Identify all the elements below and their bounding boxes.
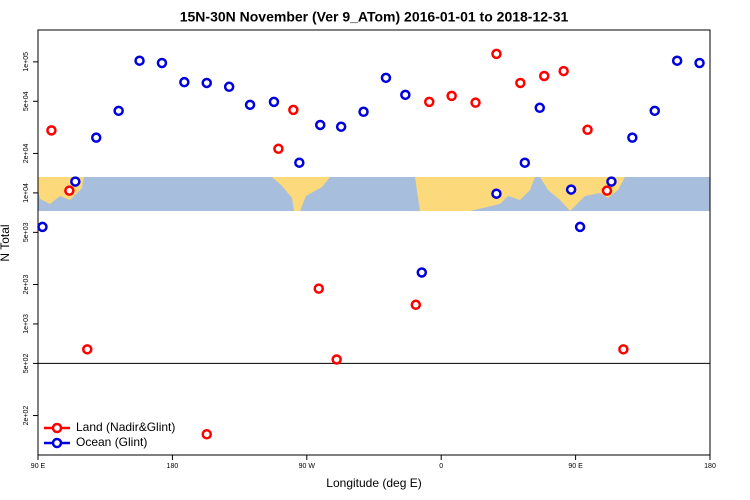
legend-label: Land (Nadir&Glint) [76,420,175,434]
data-point [273,143,284,155]
data-point [294,157,305,168]
data-point [446,90,457,102]
data-point [416,267,428,278]
y-tick-label: 2e+02 [23,406,30,426]
legend-marker [51,422,63,434]
data-point [314,119,326,131]
chart-title: 15N-30N November (Ver 9_ATom) 2016-01-01… [180,9,569,25]
legend-label: Ocean (Glint) [76,435,147,449]
data-point [134,55,145,66]
data-point [82,344,93,355]
legend-marker [51,437,63,449]
data-point [470,97,481,108]
data-point [618,344,629,355]
x-tick-label: 180 [704,463,716,470]
x-tick-label: 180 [167,463,179,470]
map-strip [38,177,710,211]
data-point [201,428,212,440]
x-tick-label: 90 W [299,463,316,470]
data-point [491,48,502,60]
data-point [582,124,593,136]
data-point [179,76,190,88]
data-point [424,96,435,108]
x-tick-label: 0 [439,463,443,470]
y-axis-label: N Total [0,224,12,261]
data-point [113,105,124,117]
data-point [574,221,586,233]
y-tick-label: 1e+03 [23,314,30,334]
data-point [671,55,683,66]
data-point [313,283,324,294]
data-point [64,185,75,196]
data-point [694,57,705,69]
data-point [400,89,411,101]
data-point [649,105,660,117]
data-point [201,77,212,89]
data-point [380,72,392,84]
data-point [90,132,102,143]
data-point [268,96,280,108]
x-tick-label: 90 E [568,463,583,470]
data-point [46,125,57,136]
data-point [515,77,526,89]
data-point [288,104,299,116]
data-point [223,81,235,93]
plot-frame [37,29,711,456]
data-point [606,176,617,187]
data-point [331,354,342,365]
data-point [335,121,347,132]
data-point [627,132,638,143]
y-tick-label: 1e+04 [23,183,30,203]
data-point [70,176,81,187]
y-tick-label: 5e+04 [23,91,30,111]
data-point [519,157,531,168]
data-point [358,106,369,118]
data-point [601,185,613,196]
data-point [491,188,502,199]
data-point [244,99,256,111]
data-point [37,221,48,233]
y-tick-label: 2e+04 [23,144,30,164]
y-tick-label: 5e+03 [23,222,30,242]
x-tick-label: 90 E [31,463,46,470]
data-point [565,184,577,195]
data-point [538,70,550,82]
data-point [410,299,422,311]
data-point [156,57,168,69]
x-axis-label: Longitude (deg E) [326,476,421,490]
y-tick-label: 2e+03 [23,275,30,295]
y-tick-label: 5e+02 [23,353,30,373]
data-point [558,65,569,77]
data-point [534,102,546,114]
y-tick-label: 1e+05 [23,52,30,72]
